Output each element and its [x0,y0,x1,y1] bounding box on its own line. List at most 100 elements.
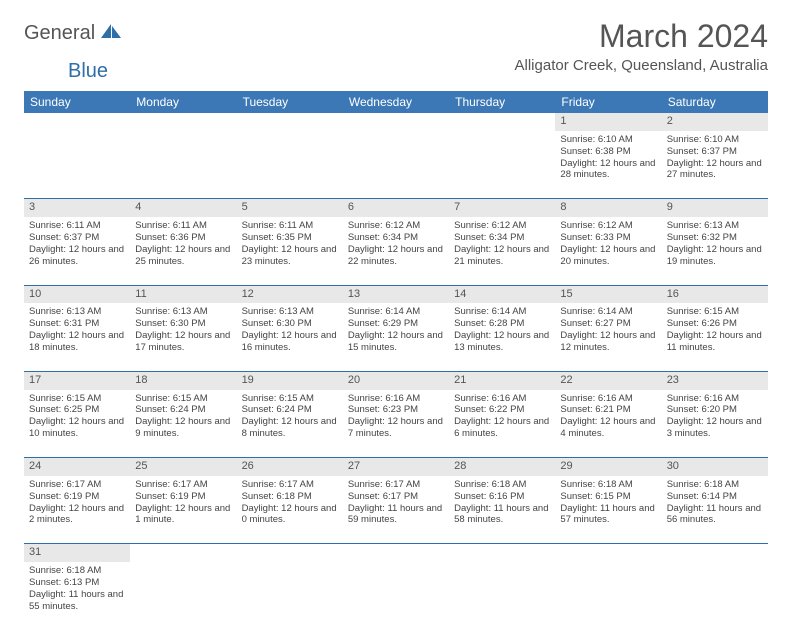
weekday-header: Sunday [24,91,130,113]
day-number: 10 [24,285,130,303]
day-number: 31 [24,544,130,562]
day-cell [237,131,343,199]
day-number: 29 [555,458,661,476]
sunset-text: Sunset: 6:34 PM [454,232,550,244]
sunrise-text: Sunrise: 6:10 AM [560,134,656,146]
sunrise-text: Sunrise: 6:13 AM [29,306,125,318]
daylight-text: Daylight: 12 hours and 18 minutes. [29,330,125,354]
month-title: March 2024 [515,18,768,55]
day-cell: Sunrise: 6:13 AMSunset: 6:30 PMDaylight:… [130,303,236,371]
sunrise-text: Sunrise: 6:16 AM [667,393,763,405]
sunrise-text: Sunrise: 6:15 AM [667,306,763,318]
day-cell: Sunrise: 6:14 AMSunset: 6:28 PMDaylight:… [449,303,555,371]
daynum-row: 31 [24,544,768,562]
day-cell: Sunrise: 6:15 AMSunset: 6:25 PMDaylight:… [24,390,130,458]
sunset-text: Sunset: 6:19 PM [135,491,231,503]
sunrise-text: Sunrise: 6:17 AM [135,479,231,491]
sunset-text: Sunset: 6:18 PM [242,491,338,503]
day-cell: Sunrise: 6:17 AMSunset: 6:19 PMDaylight:… [24,476,130,544]
day-cell: Sunrise: 6:17 AMSunset: 6:19 PMDaylight:… [130,476,236,544]
day-cell: Sunrise: 6:11 AMSunset: 6:35 PMDaylight:… [237,217,343,285]
daylight-text: Daylight: 12 hours and 17 minutes. [135,330,231,354]
daylight-text: Daylight: 12 hours and 21 minutes. [454,244,550,268]
day-cell: Sunrise: 6:15 AMSunset: 6:24 PMDaylight:… [237,390,343,458]
day-cell: Sunrise: 6:10 AMSunset: 6:37 PMDaylight:… [662,131,768,199]
day-number: 9 [662,199,768,217]
day-cell: Sunrise: 6:18 AMSunset: 6:14 PMDaylight:… [662,476,768,544]
day-number: 23 [662,371,768,389]
day-number: 24 [24,458,130,476]
detail-row: Sunrise: 6:15 AMSunset: 6:25 PMDaylight:… [24,390,768,458]
detail-row: Sunrise: 6:17 AMSunset: 6:19 PMDaylight:… [24,476,768,544]
sunset-text: Sunset: 6:30 PM [242,318,338,330]
day-number: 13 [343,285,449,303]
sunset-text: Sunset: 6:33 PM [560,232,656,244]
daylight-text: Daylight: 12 hours and 7 minutes. [348,416,444,440]
day-cell [449,562,555,630]
sunset-text: Sunset: 6:25 PM [29,404,125,416]
weekday-header: Friday [555,91,661,113]
day-cell: Sunrise: 6:16 AMSunset: 6:21 PMDaylight:… [555,390,661,458]
day-number: 17 [24,371,130,389]
day-cell: Sunrise: 6:17 AMSunset: 6:18 PMDaylight:… [237,476,343,544]
day-number: 28 [449,458,555,476]
daylight-text: Daylight: 12 hours and 9 minutes. [135,416,231,440]
sunset-text: Sunset: 6:20 PM [667,404,763,416]
sunset-text: Sunset: 6:15 PM [560,491,656,503]
day-number: 11 [130,285,236,303]
sunset-text: Sunset: 6:24 PM [242,404,338,416]
daylight-text: Daylight: 12 hours and 0 minutes. [242,503,338,527]
sunrise-text: Sunrise: 6:11 AM [29,220,125,232]
day-number: 1 [555,113,661,131]
daylight-text: Daylight: 12 hours and 15 minutes. [348,330,444,354]
sunset-text: Sunset: 6:36 PM [135,232,231,244]
sunset-text: Sunset: 6:23 PM [348,404,444,416]
sunrise-text: Sunrise: 6:17 AM [242,479,338,491]
day-number: 3 [24,199,130,217]
sunrise-text: Sunrise: 6:13 AM [135,306,231,318]
daynum-row: 24252627282930 [24,458,768,476]
sunrise-text: Sunrise: 6:16 AM [454,393,550,405]
daylight-text: Daylight: 12 hours and 13 minutes. [454,330,550,354]
sunrise-text: Sunrise: 6:11 AM [135,220,231,232]
day-number: 4 [130,199,236,217]
weekday-header: Saturday [662,91,768,113]
day-cell: Sunrise: 6:13 AMSunset: 6:30 PMDaylight:… [237,303,343,371]
sunset-text: Sunset: 6:31 PM [29,318,125,330]
sunrise-text: Sunrise: 6:12 AM [454,220,550,232]
sunset-text: Sunset: 6:37 PM [667,146,763,158]
daylight-text: Daylight: 11 hours and 56 minutes. [667,503,763,527]
daylight-text: Daylight: 12 hours and 27 minutes. [667,158,763,182]
sunset-text: Sunset: 6:16 PM [454,491,550,503]
day-cell [24,131,130,199]
sunset-text: Sunset: 6:27 PM [560,318,656,330]
sunset-text: Sunset: 6:32 PM [667,232,763,244]
sunset-text: Sunset: 6:26 PM [667,318,763,330]
day-cell [555,562,661,630]
sunrise-text: Sunrise: 6:17 AM [348,479,444,491]
day-number: 21 [449,371,555,389]
day-cell [130,131,236,199]
day-cell [343,131,449,199]
day-cell: Sunrise: 6:15 AMSunset: 6:26 PMDaylight:… [662,303,768,371]
day-cell: Sunrise: 6:16 AMSunset: 6:22 PMDaylight:… [449,390,555,458]
daynum-row: 10111213141516 [24,285,768,303]
daylight-text: Daylight: 11 hours and 57 minutes. [560,503,656,527]
sunrise-text: Sunrise: 6:14 AM [348,306,444,318]
sunrise-text: Sunrise: 6:12 AM [348,220,444,232]
daylight-text: Daylight: 12 hours and 20 minutes. [560,244,656,268]
sunset-text: Sunset: 6:24 PM [135,404,231,416]
day-cell: Sunrise: 6:16 AMSunset: 6:23 PMDaylight:… [343,390,449,458]
weekday-header: Wednesday [343,91,449,113]
day-cell: Sunrise: 6:12 AMSunset: 6:34 PMDaylight:… [449,217,555,285]
sunset-text: Sunset: 6:34 PM [348,232,444,244]
daylight-text: Daylight: 12 hours and 1 minute. [135,503,231,527]
day-number: 2 [662,113,768,131]
weekday-header: Thursday [449,91,555,113]
day-number: 16 [662,285,768,303]
sunset-text: Sunset: 6:14 PM [667,491,763,503]
sunrise-text: Sunrise: 6:18 AM [454,479,550,491]
detail-row: Sunrise: 6:13 AMSunset: 6:31 PMDaylight:… [24,303,768,371]
daylight-text: Daylight: 11 hours and 55 minutes. [29,589,125,613]
sunset-text: Sunset: 6:13 PM [29,577,125,589]
